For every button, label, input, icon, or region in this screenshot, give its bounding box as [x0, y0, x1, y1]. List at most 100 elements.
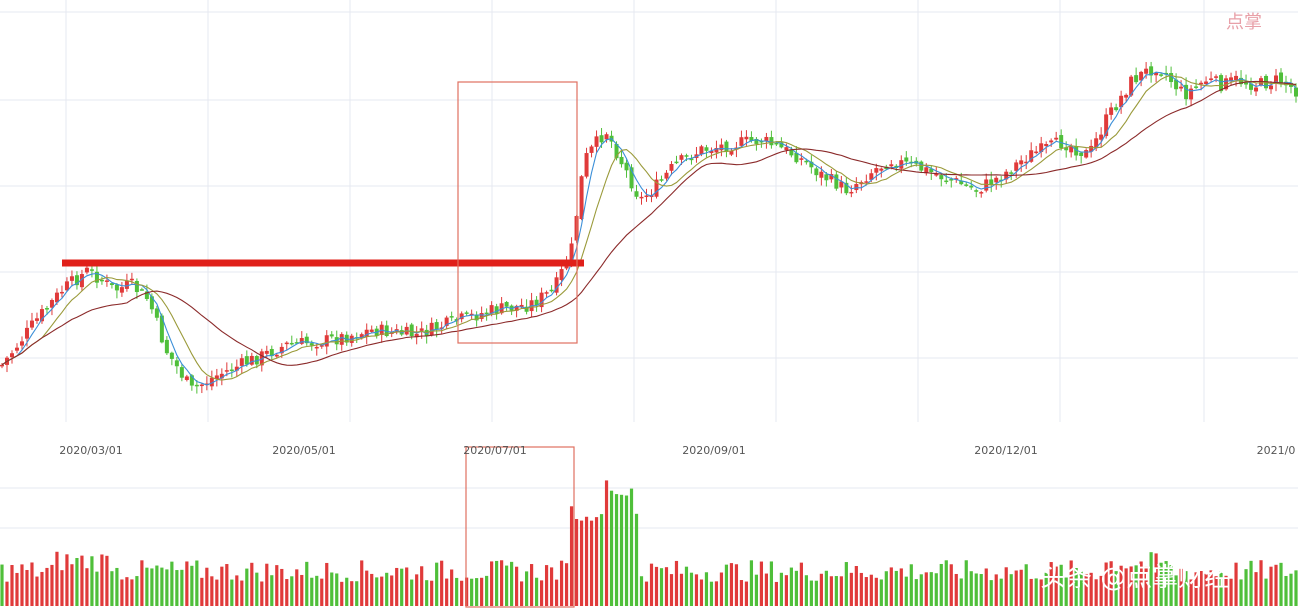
candle-body: [479, 313, 484, 319]
volume-bar: [734, 564, 739, 606]
volume-bar: [559, 560, 564, 606]
volume-bar: [105, 555, 109, 606]
watermark: 头条 @点掌财经: [1040, 563, 1230, 593]
candle-body: [589, 146, 594, 153]
candle-body: [384, 325, 389, 336]
volume-bar: [864, 577, 868, 606]
candle-body: [239, 358, 244, 366]
candle-body: [439, 327, 444, 329]
volume-bar: [584, 516, 589, 606]
volume-bar: [904, 576, 908, 606]
volume-bar: [450, 569, 454, 606]
candle-body: [184, 376, 189, 380]
volume-bar: [155, 565, 159, 606]
volume-bar: [1034, 578, 1038, 606]
candle-body: [979, 192, 984, 194]
volume-bar: [365, 570, 369, 606]
candle-body: [429, 322, 434, 336]
candle-body: [34, 318, 39, 321]
candle-body: [199, 384, 204, 387]
volume-bar: [335, 573, 339, 606]
candle-body: [579, 176, 584, 220]
volume-bar: [764, 573, 769, 606]
candle-body: [924, 167, 929, 174]
candle-body: [594, 136, 599, 147]
volume-bar: [445, 578, 449, 606]
volume-bar: [170, 561, 174, 606]
volume-bar: [40, 571, 44, 606]
volume-bar: [405, 567, 409, 606]
volume-bar: [984, 568, 988, 606]
candle-body: [994, 177, 999, 183]
volume-bar: [1199, 570, 1203, 606]
candle-body: [224, 370, 229, 372]
volume-bar: [849, 572, 853, 606]
candle-body: [444, 317, 449, 326]
candle-body: [69, 276, 74, 281]
volume-bar: [899, 568, 903, 606]
volume-bar: [1124, 568, 1128, 606]
candle-body: [204, 383, 209, 386]
candle-body: [599, 135, 604, 143]
candle-body: [229, 369, 234, 372]
volume-bar: [1249, 560, 1253, 606]
volume-bar: [814, 580, 818, 606]
volume-bar: [185, 561, 189, 606]
volume-bar: [854, 566, 858, 606]
volume-bar: [350, 581, 354, 606]
volume-bar: [355, 581, 359, 606]
candle-body: [849, 191, 854, 194]
candle-body: [854, 184, 859, 191]
date-tick-label: 2020/09/01: [682, 444, 745, 457]
candle-body: [339, 334, 344, 345]
volume-bar: [465, 577, 469, 606]
volume-bar: [689, 572, 694, 606]
candle-body: [1269, 85, 1274, 90]
candle-body: [9, 353, 14, 358]
candle-body: [419, 328, 424, 331]
volume-bar: [714, 581, 719, 606]
volume-bar: [80, 555, 84, 606]
candle-body: [119, 287, 124, 293]
volume-bar: [195, 560, 199, 606]
volume-bar: [230, 579, 234, 606]
candle-body: [584, 153, 589, 177]
volume-bar: [1294, 570, 1298, 606]
volume-bar: [744, 581, 749, 606]
candle-body: [869, 173, 874, 180]
volume-bar: [1089, 572, 1093, 606]
candle-body: [754, 138, 759, 144]
volume-bar: [210, 576, 214, 606]
volume-bar: [325, 562, 329, 606]
candle-body: [299, 338, 304, 344]
candle-body: [1244, 82, 1249, 85]
candle-body: [519, 304, 524, 308]
volume-bar: [240, 580, 244, 606]
annotations: [62, 81, 584, 608]
volume-bar: [1119, 565, 1123, 606]
volume-bar: [5, 581, 9, 606]
volume-bar: [564, 563, 569, 606]
volume-bar: [874, 577, 878, 606]
candle-body: [954, 178, 959, 180]
volume-bar: [190, 565, 194, 606]
candle-body: [939, 175, 944, 180]
volume-bar: [974, 573, 978, 606]
volume-bar: [135, 576, 139, 606]
candle-body: [1294, 87, 1298, 97]
volume-bar: [390, 575, 394, 606]
volume-bar: [999, 578, 1003, 606]
volume-bar: [1069, 560, 1073, 606]
candle-body: [189, 375, 194, 386]
volume-bar: [490, 561, 494, 606]
date-tick-label: 2021/0: [1257, 444, 1296, 457]
volume-bar: [1114, 571, 1118, 606]
volume-bar: [614, 494, 619, 606]
candle-body: [669, 164, 674, 171]
candle-body: [99, 279, 104, 282]
volume-bar: [515, 566, 519, 606]
candle-body: [1114, 107, 1119, 111]
candle-body: [824, 174, 829, 181]
volume-bar: [215, 579, 219, 606]
